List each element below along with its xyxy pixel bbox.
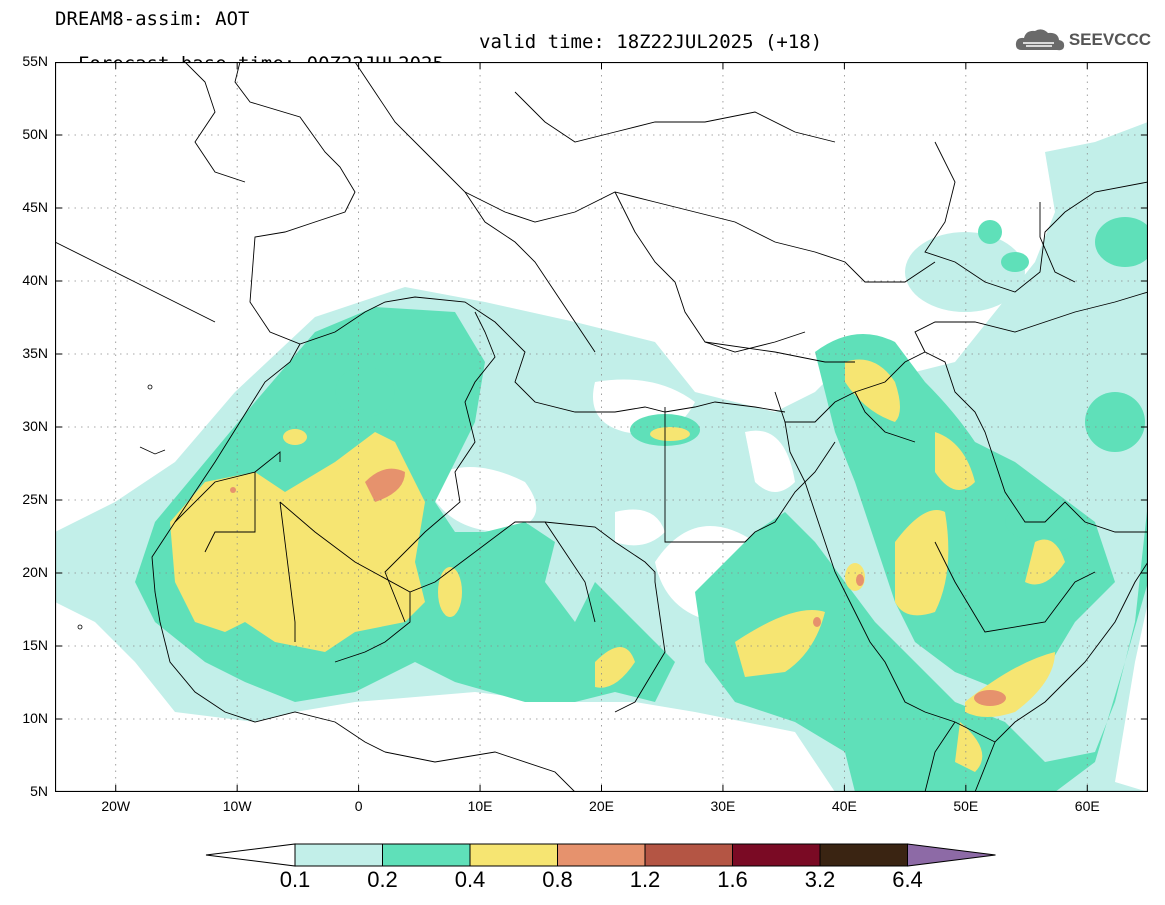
latitude-label: 45N [22,199,48,215]
colorbar-box [469,843,558,867]
aot-band-0.4-0.8 [170,359,1065,772]
colorbar-box [294,843,383,867]
colorbar-label: 1.2 [629,867,661,892]
cloud-logo-icon [1015,29,1064,51]
latitude-label: 10N [22,710,48,726]
colorbar-label: 0.2 [367,867,398,892]
colorbar-box [557,843,646,867]
longitude-label: 40E [831,798,857,814]
aot-low-areas [425,379,795,622]
seevccc-logo: SEEVCCC [1014,26,1151,54]
latitude-label: 55N [22,53,48,69]
longitude-label: 60E [1074,798,1100,814]
colorbar [205,843,996,867]
latitude-label: 35N [22,345,48,361]
colorbar-label: 0.8 [542,867,573,892]
colorbar-box [644,843,733,867]
longitude-label: 0 [354,798,363,814]
coastlines-borders [55,62,1148,792]
latitude-label: 20N [22,564,48,580]
latitude-label: 50N [22,126,48,142]
longitude-label: 10W [222,798,252,814]
colorbar-low-arrow [205,843,296,867]
logo-text: SEEVCCC [1068,30,1151,49]
latitude-label: 30N [22,418,48,434]
latitude-label: 5N [30,783,48,799]
longitude-label: 20W [101,798,131,814]
latitude-label: 25N [22,491,48,507]
longitude-label: 10E [467,798,493,814]
latitude-label: 40N [22,272,48,288]
colorbar-label: 0.1 [279,867,311,892]
latitude-label: 15N [22,637,48,653]
colorbar-box [382,843,471,867]
longitude-label: 20E [589,798,614,814]
longitude-label: 50E [953,798,979,814]
colorbar-high-arrow [907,843,996,867]
axis-ticks [55,62,1148,792]
colorbar-label: 1.6 [717,867,748,892]
colorbar-label: 6.4 [892,867,923,892]
longitude-label: 30E [710,798,736,814]
aot-band-0.8-1.2 [230,468,1006,706]
islands [77,384,166,630]
valid-time: valid time: 18Z22JUL2025 (+18) [479,31,823,53]
colorbar-label: 0.4 [454,867,486,892]
colorbar-label: 3.2 [804,867,836,892]
colorbar-box [819,843,908,867]
map-title: DREAM8-assim: AOT [55,8,250,30]
aot-map [55,62,1148,792]
colorbar-box [732,843,821,867]
aot-field [55,122,1148,792]
